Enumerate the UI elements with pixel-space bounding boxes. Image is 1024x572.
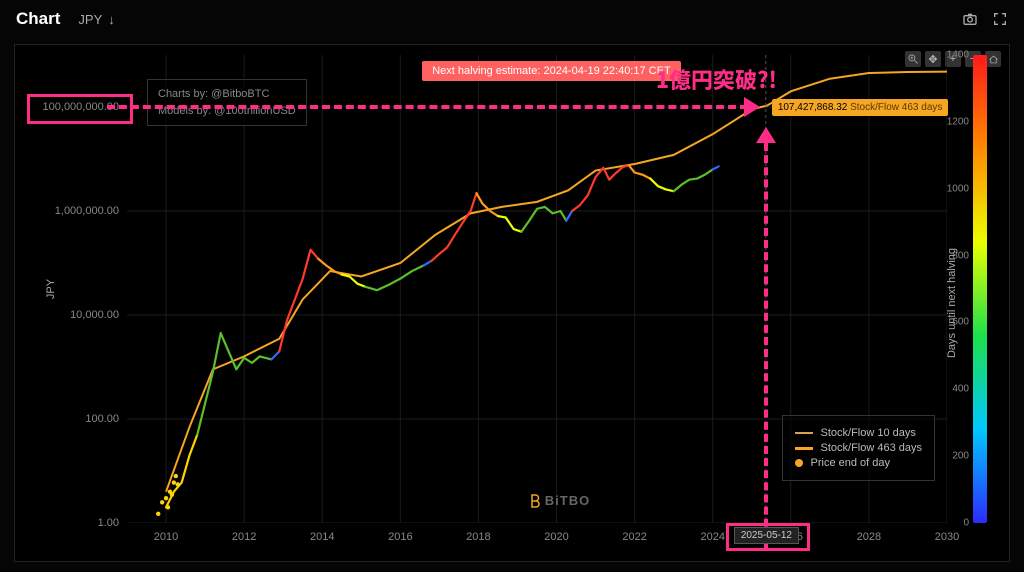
legend-row: Stock/Flow 10 days	[795, 427, 923, 439]
fullscreen-icon[interactable]	[992, 11, 1008, 27]
page-title: Chart	[16, 9, 60, 29]
x-tick: 2020	[544, 531, 568, 543]
legend-row: Price end of day	[795, 457, 923, 469]
colorbar-tick: 1200	[947, 116, 969, 127]
colorbar-tick: 0	[963, 518, 969, 529]
annotation-headline: 1億円突破?!	[656, 63, 777, 95]
x-tick: 2022	[622, 531, 646, 543]
x-tick: 2024	[700, 531, 724, 543]
watermark: BiTBO	[529, 493, 590, 508]
halving-banner: Next halving estimate: 2024-04-19 22:40:…	[422, 61, 680, 81]
x-tick: 2010	[154, 531, 178, 543]
x-axis: 2010201220142016201820202022202420262028…	[127, 523, 947, 561]
x-tick: 2014	[310, 531, 334, 543]
legend-row: Stock/Flow 463 days	[795, 442, 923, 454]
colorbar-label: Days until next halving	[946, 248, 958, 358]
x-tick: 2030	[935, 531, 959, 543]
legend: Stock/Flow 10 days Stock/Flow 463 days Pri…	[782, 415, 936, 481]
chart-area[interactable]: ✥ + − JPY 1.00100.0010,000.001,000,000.0…	[14, 44, 1010, 562]
annotation-vline	[764, 143, 768, 551]
home-icon[interactable]	[985, 51, 1001, 67]
y-axis-label: JPY	[45, 279, 57, 299]
price-tooltip: 107,427,868.32 Stock/Flow 463 days	[772, 99, 949, 116]
annotation-hline	[107, 105, 748, 109]
chevron-down-icon: ↓	[108, 12, 115, 27]
colorbar	[973, 55, 987, 523]
credits-box: Charts by: @BitboBTC Models by: @100tril…	[147, 79, 307, 126]
x-tick: 2016	[388, 531, 412, 543]
y-tick: 1.00	[98, 517, 119, 529]
x-tick: 2028	[857, 531, 881, 543]
x-tick: 2012	[232, 531, 256, 543]
camera-icon[interactable]	[962, 11, 978, 27]
y-tick: 100.00	[85, 413, 119, 425]
colorbar-tick: 200	[952, 451, 969, 462]
colorbar-tick: 1400	[947, 50, 969, 61]
colorbar-tick: 400	[952, 384, 969, 395]
y-axis: JPY 1.00100.0010,000.001,000,000.00100,0…	[15, 55, 127, 523]
credits-line-1: Charts by: @BitboBTC	[158, 86, 296, 103]
date-tooltip: 2025-05-12	[734, 527, 799, 544]
currency-selector[interactable]: JPY ↓	[78, 12, 114, 27]
colorbar-tick: 1000	[947, 183, 969, 194]
y-tick: 1,000,000.00	[55, 205, 119, 217]
x-tick: 2018	[466, 531, 490, 543]
arrow-right-icon	[744, 97, 760, 117]
annotation-ybox	[27, 94, 133, 124]
arrow-up-icon	[756, 127, 776, 143]
y-tick: 10,000.00	[70, 309, 119, 321]
currency-label: JPY	[78, 12, 102, 27]
